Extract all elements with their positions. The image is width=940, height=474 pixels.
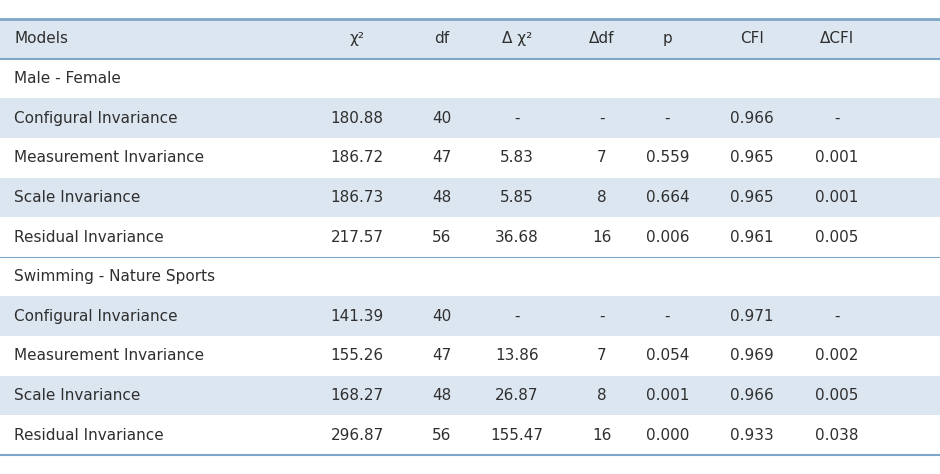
Text: Configural Invariance: Configural Invariance [14, 309, 178, 324]
Text: 16: 16 [592, 229, 611, 245]
Text: 7: 7 [597, 348, 606, 364]
Bar [0, 415, 940, 455]
Text: ΔCFI: ΔCFI [820, 31, 854, 46]
Text: 0.005: 0.005 [815, 388, 858, 403]
Text: -: - [599, 309, 604, 324]
Text: 56: 56 [432, 428, 451, 443]
Text: 0.969: 0.969 [730, 348, 774, 364]
Text: 0.966: 0.966 [730, 110, 774, 126]
Text: 168.27: 168.27 [331, 388, 384, 403]
Text: df: df [434, 31, 449, 46]
Text: 0.559: 0.559 [646, 150, 689, 165]
Text: 155.47: 155.47 [491, 428, 543, 443]
Text: 0.006: 0.006 [646, 229, 689, 245]
Text: p: p [663, 31, 672, 46]
Text: 48: 48 [432, 388, 451, 403]
Text: -: - [834, 309, 839, 324]
Text: 7: 7 [597, 150, 606, 165]
Text: -: - [514, 309, 520, 324]
Text: 0.001: 0.001 [815, 150, 858, 165]
Text: Models: Models [14, 31, 68, 46]
Text: 0.965: 0.965 [730, 190, 774, 205]
Text: 0.961: 0.961 [730, 229, 774, 245]
Text: Scale Invariance: Scale Invariance [14, 190, 140, 205]
Text: 0.965: 0.965 [730, 150, 774, 165]
Text: 47: 47 [432, 150, 451, 165]
Text: 296.87: 296.87 [331, 428, 384, 443]
Text: -: - [599, 110, 604, 126]
Text: -: - [514, 110, 520, 126]
Text: 180.88: 180.88 [331, 110, 384, 126]
Bar [0, 178, 940, 217]
Text: 0.005: 0.005 [815, 229, 858, 245]
Bar [0, 19, 940, 59]
Text: 8: 8 [597, 190, 606, 205]
Bar [0, 217, 940, 257]
Text: Scale Invariance: Scale Invariance [14, 388, 140, 403]
Text: Δdf: Δdf [588, 31, 615, 46]
Text: 40: 40 [432, 309, 451, 324]
Text: 0.002: 0.002 [815, 348, 858, 364]
Bar [0, 296, 940, 336]
Text: -: - [665, 309, 670, 324]
Text: 56: 56 [432, 229, 451, 245]
Text: Measurement Invariance: Measurement Invariance [14, 150, 204, 165]
Bar [0, 59, 940, 98]
Text: 36.68: 36.68 [495, 229, 539, 245]
Text: 48: 48 [432, 190, 451, 205]
Text: 13.86: 13.86 [495, 348, 539, 364]
Text: 26.87: 26.87 [495, 388, 539, 403]
Text: -: - [665, 110, 670, 126]
Text: 217.57: 217.57 [331, 229, 384, 245]
Text: Residual Invariance: Residual Invariance [14, 428, 164, 443]
Text: 0.664: 0.664 [646, 190, 689, 205]
Text: 16: 16 [592, 428, 611, 443]
Text: 0.054: 0.054 [646, 348, 689, 364]
Text: 0.966: 0.966 [730, 388, 774, 403]
Text: -: - [834, 110, 839, 126]
Text: 155.26: 155.26 [331, 348, 384, 364]
Text: Swimming - Nature Sports: Swimming - Nature Sports [14, 269, 215, 284]
Text: Measurement Invariance: Measurement Invariance [14, 348, 204, 364]
Text: 47: 47 [432, 348, 451, 364]
Text: 0.971: 0.971 [730, 309, 774, 324]
Bar [0, 336, 940, 376]
Text: χ²: χ² [350, 31, 365, 46]
Text: Δ χ²: Δ χ² [502, 31, 532, 46]
Text: 0.001: 0.001 [815, 190, 858, 205]
Text: 141.39: 141.39 [331, 309, 384, 324]
Text: 0.001: 0.001 [646, 388, 689, 403]
Text: Male - Female: Male - Female [14, 71, 121, 86]
Text: 186.72: 186.72 [331, 150, 384, 165]
Text: 0.000: 0.000 [646, 428, 689, 443]
Text: 8: 8 [597, 388, 606, 403]
Text: CFI: CFI [740, 31, 764, 46]
Text: 40: 40 [432, 110, 451, 126]
Text: 5.83: 5.83 [500, 150, 534, 165]
Bar [0, 376, 940, 415]
Text: 0.038: 0.038 [815, 428, 858, 443]
Text: 5.85: 5.85 [500, 190, 534, 205]
Bar [0, 257, 940, 296]
Text: 186.73: 186.73 [331, 190, 384, 205]
Text: 0.933: 0.933 [730, 428, 774, 443]
Text: Configural Invariance: Configural Invariance [14, 110, 178, 126]
Bar [0, 98, 940, 138]
Bar [0, 138, 940, 178]
Text: Residual Invariance: Residual Invariance [14, 229, 164, 245]
